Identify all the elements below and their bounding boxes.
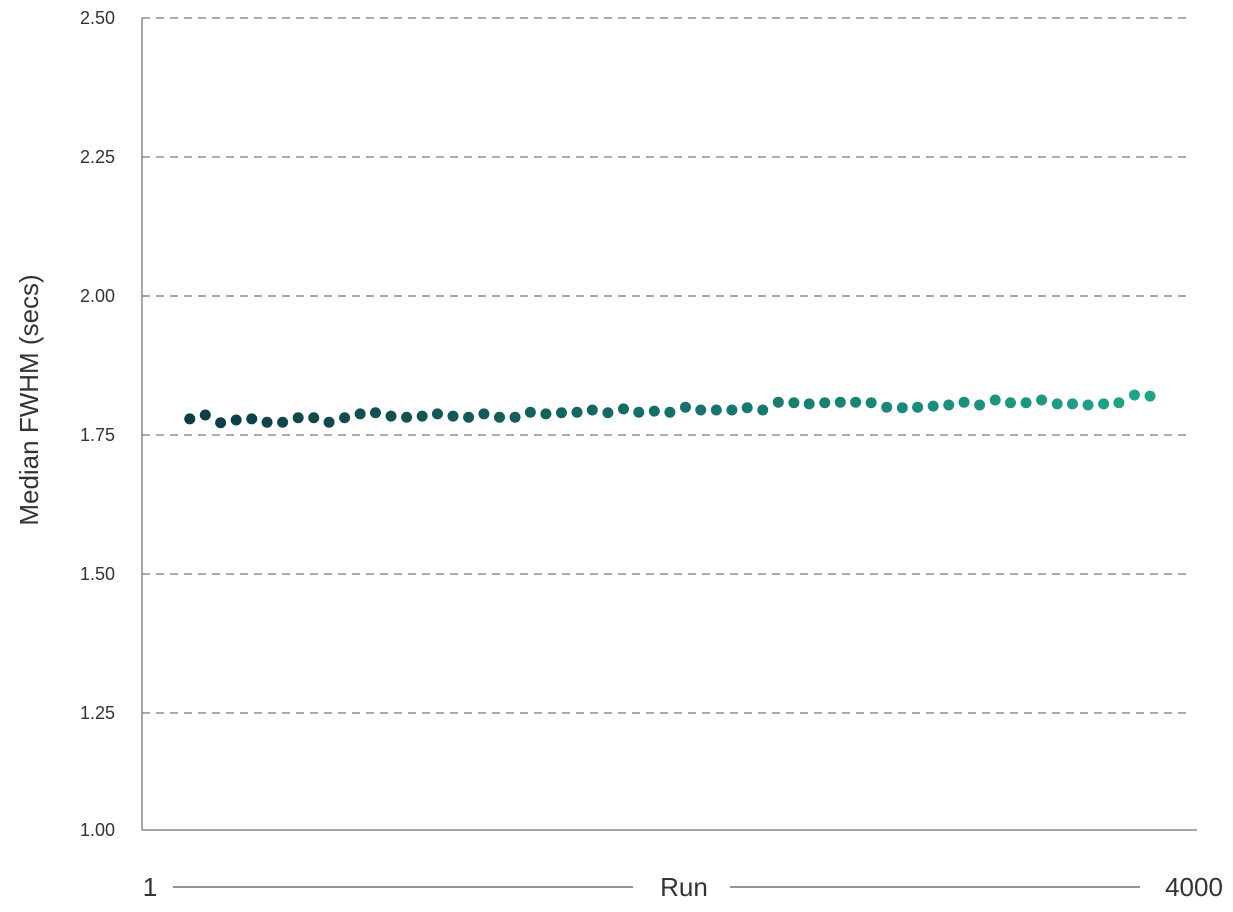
data-point (865, 397, 877, 409)
data-point (912, 401, 924, 413)
data-point (695, 404, 707, 416)
data-point (339, 412, 351, 424)
y-tick-label: 2.50 (80, 8, 115, 28)
y-tick-label: 1.00 (80, 820, 115, 840)
data-point (463, 411, 475, 423)
data-point (246, 413, 258, 425)
data-point (648, 405, 660, 417)
y-tick-label: 2.00 (80, 286, 115, 306)
data-point (277, 416, 289, 428)
data-point (974, 399, 986, 411)
data-point (1098, 398, 1110, 410)
data-point (1066, 398, 1078, 410)
x-tick-start: 1 (143, 872, 157, 902)
data-point (989, 394, 1001, 406)
y-tick-label: 1.75 (80, 425, 115, 445)
data-point (401, 411, 413, 423)
data-point (184, 413, 196, 425)
data-point (664, 406, 676, 418)
data-point (199, 409, 211, 421)
y-axis-ticks: 1.00 1.25 1.50 1.75 2.00 2.25 2.50 (80, 8, 115, 840)
y-tick-label: 2.25 (80, 147, 115, 167)
data-point (478, 408, 490, 420)
data-point (1144, 390, 1156, 402)
data-point (726, 404, 738, 416)
data-point (230, 414, 242, 426)
data-point (633, 406, 645, 418)
data-point (602, 407, 614, 419)
y-tick-label: 1.50 (80, 564, 115, 584)
data-point (1036, 394, 1048, 406)
x-axis-label: Run (660, 872, 708, 902)
data-point (679, 401, 691, 413)
data-point (447, 410, 459, 422)
data-point (1051, 398, 1063, 410)
gridlines (142, 17, 1190, 714)
data-point (943, 399, 955, 411)
data-point (524, 406, 536, 418)
data-point (540, 408, 552, 420)
data-point (385, 410, 397, 422)
data-point (617, 403, 629, 415)
data-point (881, 401, 893, 413)
data-point (369, 407, 381, 419)
data-point (323, 416, 335, 428)
data-point (896, 402, 908, 414)
data-point (493, 411, 505, 423)
data-point (555, 407, 567, 419)
data-point (741, 402, 753, 414)
y-tick-label: 1.25 (80, 703, 115, 723)
data-point (1004, 397, 1016, 409)
data-points (184, 389, 1156, 429)
data-point (431, 408, 443, 420)
data-point (803, 398, 815, 410)
data-point (772, 396, 784, 408)
data-point (261, 416, 273, 428)
data-point (416, 410, 428, 422)
data-point (1020, 397, 1032, 409)
y-axis-label: Median FWHM (secs) (14, 274, 44, 525)
data-point (308, 412, 320, 424)
data-point (1082, 399, 1094, 411)
data-point (292, 412, 304, 424)
data-point (834, 396, 846, 408)
data-point (1113, 397, 1125, 409)
data-point (710, 404, 722, 416)
data-point (958, 396, 970, 408)
data-point (586, 404, 598, 416)
data-point (927, 400, 939, 412)
data-point (788, 397, 800, 409)
data-point (757, 404, 769, 416)
data-point (819, 397, 831, 409)
data-point (571, 406, 583, 418)
data-point (215, 417, 227, 429)
data-point (509, 411, 521, 423)
data-point (850, 396, 862, 408)
data-point (354, 408, 366, 420)
data-point (1128, 389, 1140, 401)
x-tick-end: 4000 (1165, 872, 1223, 902)
